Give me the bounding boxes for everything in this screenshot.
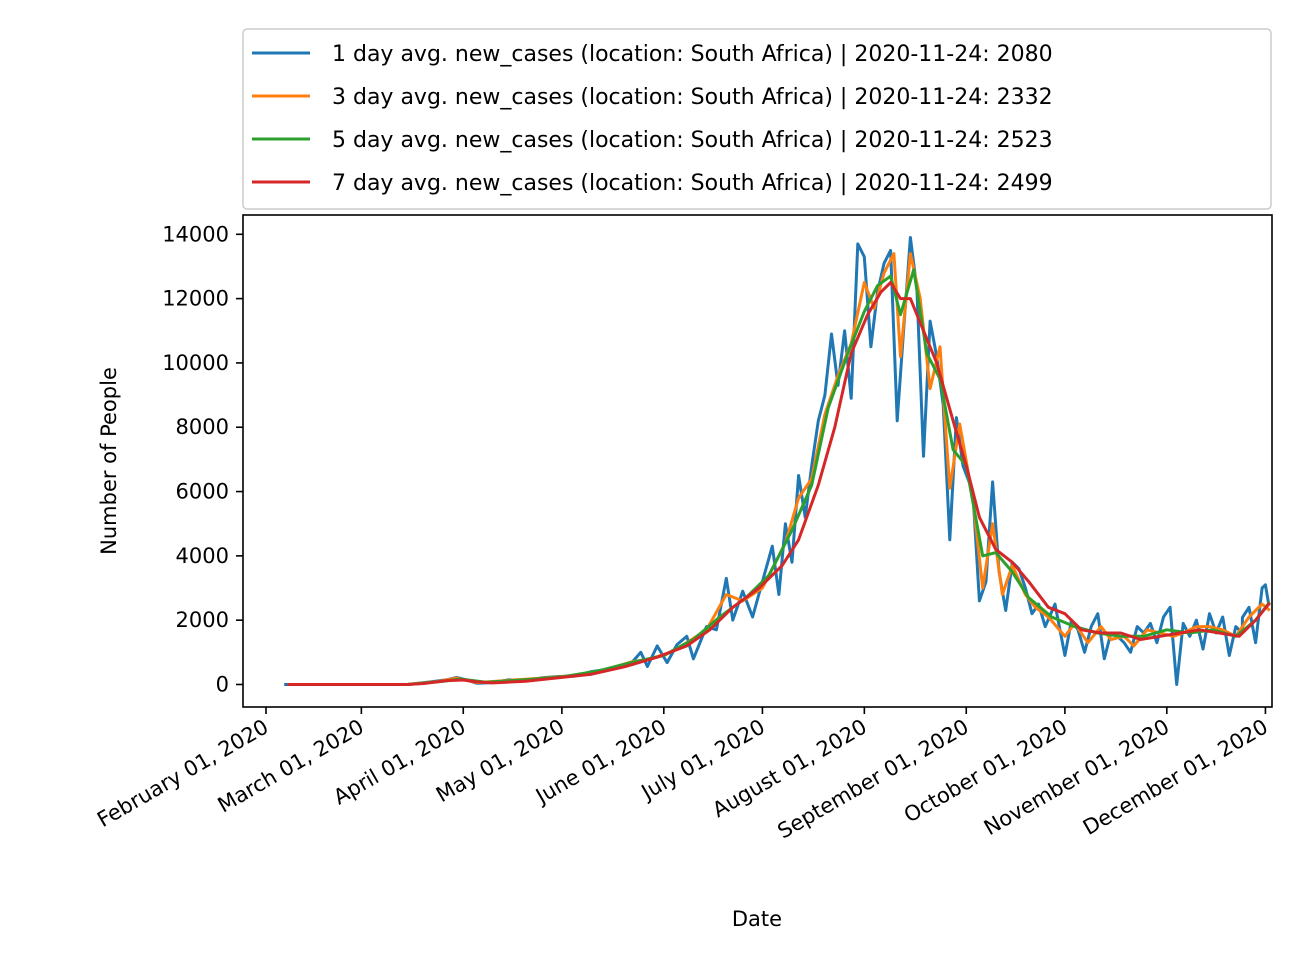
legend-label-4: 7 day avg. new_cases (location: South Af… bbox=[332, 171, 1053, 196]
y-tick-label: 12000 bbox=[162, 287, 229, 311]
y-axis-label: Number of People bbox=[97, 367, 121, 555]
legend-box bbox=[242, 28, 1272, 210]
plot-frame bbox=[242, 214, 1273, 708]
y-tick-label: 4000 bbox=[176, 544, 229, 568]
series-line-4 bbox=[287, 281, 1271, 686]
legend-label-3: 5 day avg. new_cases (location: South Af… bbox=[332, 128, 1053, 153]
series-line-1 bbox=[284, 236, 1271, 686]
plot-area: 0 2000 4000 6000 8000 10000 12000 14000 Februar… bbox=[93, 214, 1273, 843]
x-tick-label: December 01, 2020 bbox=[1079, 715, 1272, 840]
series-line-2 bbox=[287, 252, 1271, 686]
x-tick-label: September 01, 2020 bbox=[773, 715, 972, 844]
legend-label-2: 3 day avg. new_cases (location: South Af… bbox=[332, 85, 1053, 110]
x-tick-label: February 01, 2020 bbox=[93, 715, 272, 832]
series-line-3 bbox=[290, 268, 1271, 686]
x-axis-label: Date bbox=[732, 907, 782, 931]
y-tick-label: 0 bbox=[216, 672, 229, 696]
y-tick-label: 8000 bbox=[176, 415, 229, 439]
y-axis: 0 2000 4000 6000 8000 10000 12000 14000 bbox=[162, 222, 243, 696]
y-tick-label: 14000 bbox=[162, 222, 229, 246]
legend-label-1: 1 day avg. new_cases (location: South Af… bbox=[332, 42, 1053, 67]
y-tick-label: 6000 bbox=[176, 480, 229, 504]
x-tick-label: October 01, 2020 bbox=[900, 715, 1072, 828]
x-tick-label: November 01, 2020 bbox=[980, 715, 1173, 841]
y-tick-label: 2000 bbox=[176, 608, 229, 632]
legend: 1 day avg. new_cases (location: South Af… bbox=[242, 28, 1272, 210]
y-tick-label: 10000 bbox=[162, 351, 229, 375]
